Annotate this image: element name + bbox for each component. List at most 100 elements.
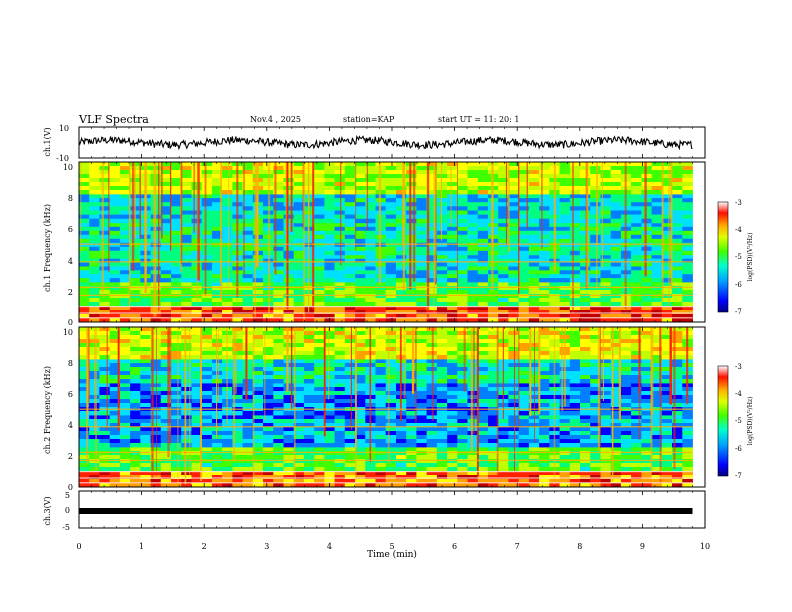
ch1-spec-cell [406,182,417,187]
ch2-spec-cell [539,467,550,472]
ch1-spec-cell [79,194,90,199]
ch1-spec-cell [79,190,90,195]
ch2-spec-cell [406,387,417,392]
ch1-spec-cell [426,242,438,248]
ch1-spec-cell [242,242,254,248]
ch2-spec-cell [109,371,121,376]
ch1-spec-cell [181,314,192,319]
ch1-spec-cell [436,258,448,263]
ch1-spec-cell [416,266,427,271]
ch2-spec-cell [375,455,387,460]
ch1-spec-cell [580,274,591,279]
ch2-spec-cell [119,483,131,488]
ch1-spec-cell [109,270,121,275]
ch2-spec-cell [610,383,622,388]
ch1-spec-cell [426,166,438,171]
ch1-spec-cell [191,186,203,191]
ch1-spec-cell [569,266,581,271]
ch2-spec-cell [488,439,499,444]
ch1-spec-cell [344,222,356,228]
ch2-spec-cell [580,335,591,340]
ch2-spec-cell [344,439,356,444]
ch1-spec-cell [191,274,203,279]
ch1-spec-narrowband-line [79,294,693,296]
ch1-spec-cell [222,266,233,271]
ch2-spec-cell [344,443,356,448]
ch2-spec-cell [283,419,295,424]
ch1-spec-cell [610,194,622,199]
ch2-spec-cell [273,439,284,444]
ch1-spec-cell [314,298,325,303]
ch1-spec-cell [344,170,356,175]
ch1-spec-cell [661,218,673,224]
ch2-spec-cell [150,419,162,424]
ch2-spec-cell [518,403,530,408]
ch1-spec-cell [539,226,550,232]
ch1-spec-cell [79,222,90,228]
ch1-spec-cell [171,314,182,319]
ch2-spec-cell [447,367,458,372]
ch1-spec-cell [661,242,673,248]
ch2-spec-cell [324,399,335,404]
ch1-spec-cell [222,270,233,275]
ch2-spec-cell [498,427,509,432]
ch1-spec-cell [314,186,325,191]
ch2-spec-cell [610,355,622,360]
ch1-spec-cell [447,298,458,303]
ch2-spec-cell [355,427,366,432]
ch2-spec-cell [181,447,192,452]
ch1-spec-cell [109,166,121,171]
ch1-spec-cell [600,210,612,215]
ch2-spec-cell [467,479,479,484]
ch2-spec-cell [447,399,458,404]
ch2-spec-cell [109,459,121,464]
ch2-spec-cell [293,427,305,432]
ch1-spec-cell [661,254,673,260]
ch2-spec-cell [508,379,519,384]
ch1-spec-cell [355,286,366,291]
ch2-spec-cell [150,427,162,432]
ch2-spec-cell [201,327,213,332]
ch2-spec-cell [344,431,356,436]
ch2-spec-cell [201,479,213,484]
ch1-spec-cell [416,190,427,195]
ch2-spec-cell [355,463,366,468]
ch1-spec-cell [99,190,110,195]
ch2-spec-cell [89,443,100,448]
ch1-spec-cell [293,202,305,207]
ch1-spec-cell [344,294,356,299]
ch2-ytick-6: 6 [68,390,73,399]
ch2-spec-cell [89,479,100,484]
ch1-spec-cell [631,234,642,240]
ch2-spec-cell [171,459,182,464]
ch2-spec-cell [171,479,182,484]
ch1-spec-cell [303,282,315,287]
ch2-spec-cell [406,339,417,344]
ch1-spec-cell [171,234,182,240]
ch2-spec-cell [416,451,427,456]
ch2-spec-cell [375,419,387,424]
ch2-spec-cell [79,423,90,428]
ch1-spec-cell [99,202,110,207]
ch1-spec-cell [467,266,479,271]
ch2-spec-cell [191,451,203,456]
ch2-spec-cell [293,399,305,404]
ch2-spec-cell [355,343,366,348]
ch1-spec-cell [447,166,458,171]
ch2-spec-cell [211,331,223,336]
ch2-spec-cell [375,451,387,456]
ch2-spec-cell [518,367,530,372]
ch1-spec-cell [303,238,315,244]
ch2-spec-cell [406,447,417,452]
ch1-spec-cell [416,290,427,295]
ch2-spec-cell [580,451,591,456]
ch2-spec-cell [600,355,612,360]
ch2-spec-cell [416,339,427,344]
ch1-spec-cell [406,170,417,175]
ch2-spec-cell [314,375,325,380]
ch1-spec-cell [385,286,397,291]
ch2-spec-cell [171,387,182,392]
ch2-spec-sferic-streak [473,327,475,434]
ch2-spec-cell [528,447,540,452]
ch1-spec-cell [416,222,427,228]
